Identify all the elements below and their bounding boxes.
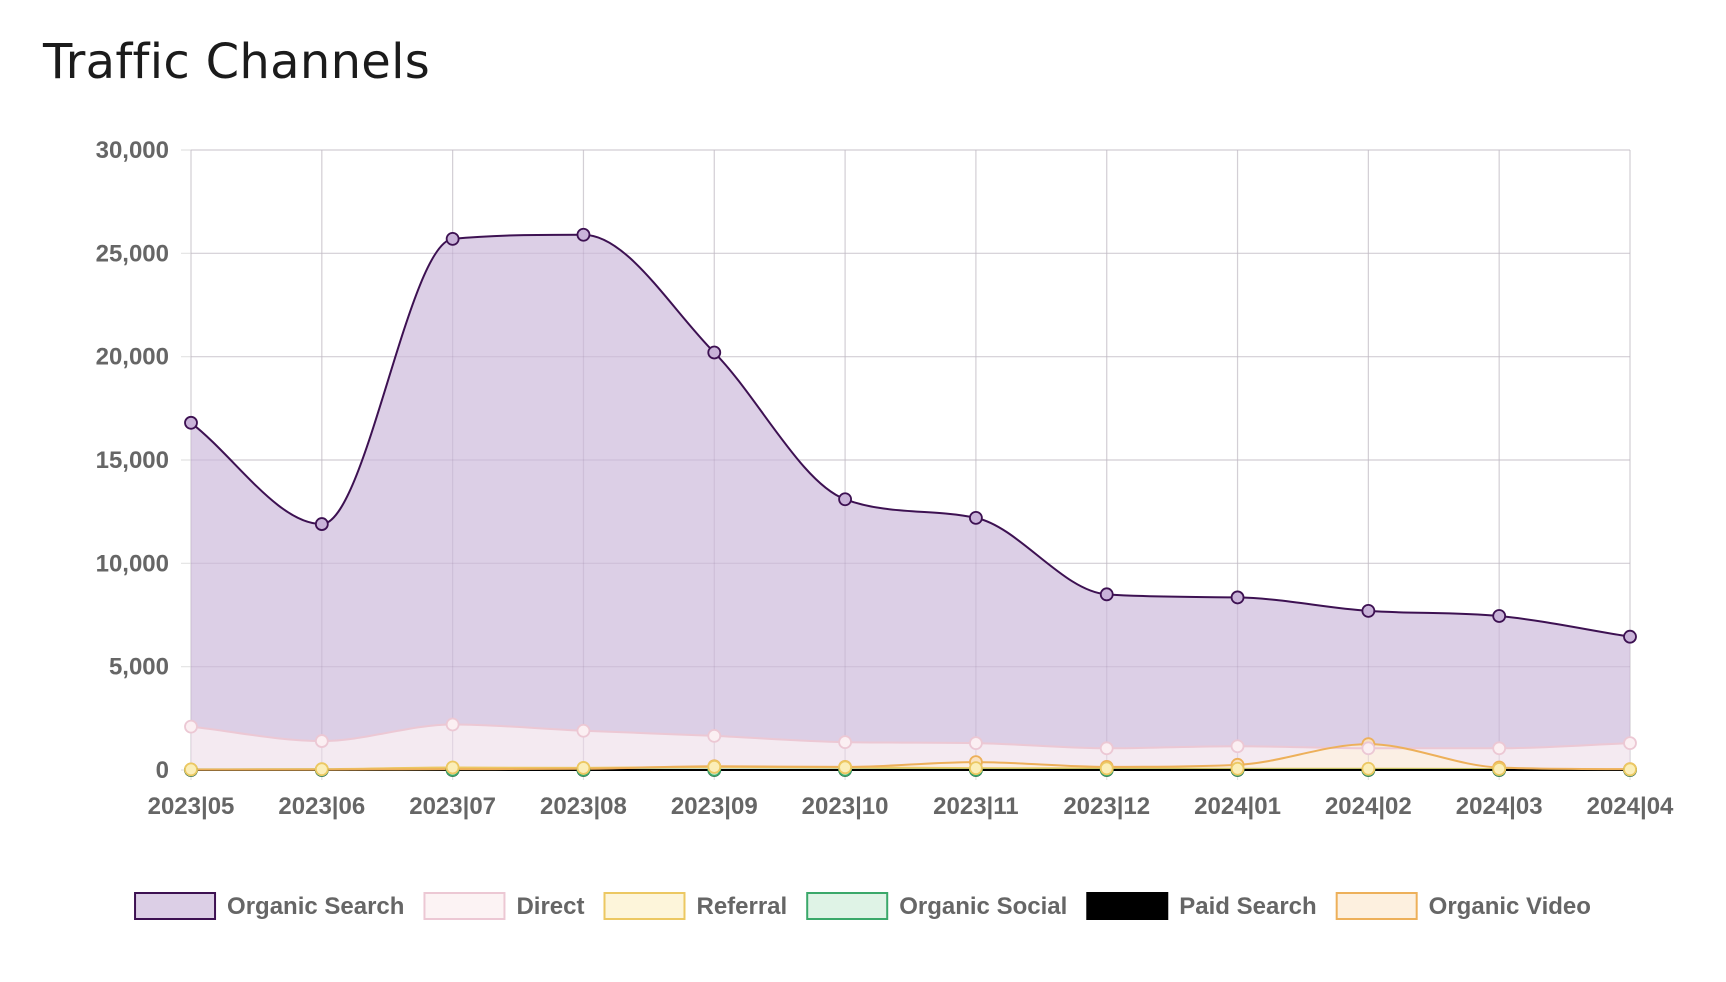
y-tick-label: 30,000 — [96, 137, 169, 164]
direct-point[interactable] — [1099, 741, 1114, 756]
x-tick-label: 2024|01 — [1194, 793, 1281, 820]
x-tick-label: 2023|12 — [1063, 793, 1150, 820]
referral-point[interactable] — [314, 762, 329, 777]
legend-item-organic-social[interactable]: Organic Social — [806, 892, 1067, 920]
series-points — [184, 227, 1637, 777]
x-tick-label: 2023|07 — [409, 793, 496, 820]
direct-point[interactable] — [1623, 736, 1637, 751]
legend-swatch — [806, 892, 889, 920]
x-tick-label: 2023|09 — [671, 793, 758, 820]
organic-search-point[interactable] — [445, 231, 460, 246]
x-tick-label: 2023|10 — [802, 793, 889, 820]
grid-overlay — [190, 149, 1631, 771]
referral-point[interactable] — [707, 760, 722, 774]
organic-video-area — [191, 744, 1630, 770]
organic-search-point[interactable] — [1361, 603, 1376, 618]
y-tick-label: 10,000 — [96, 550, 169, 577]
x-tick-label: 2024|02 — [1325, 793, 1412, 820]
direct-point[interactable] — [1230, 739, 1245, 754]
organic-search-point[interactable] — [184, 415, 198, 430]
organic-search-point[interactable] — [1099, 587, 1114, 602]
direct-line — [190, 723, 1631, 750]
referral-point[interactable] — [445, 760, 460, 775]
legend-swatch — [1086, 892, 1169, 920]
referral-line — [190, 765, 1631, 771]
direct-point[interactable] — [838, 735, 852, 749]
referral-point[interactable] — [184, 762, 198, 777]
direct-point[interactable] — [1361, 741, 1376, 756]
x-tick-label: 2023|06 — [278, 793, 365, 820]
organic-search-point[interactable] — [1492, 609, 1507, 623]
y-tick-label: 5,000 — [109, 654, 169, 681]
organic-search-point[interactable] — [1230, 590, 1245, 605]
series-areas — [190, 149, 1631, 771]
organic-search-area — [191, 234, 1630, 770]
legend-swatch — [134, 892, 217, 920]
axis-labels: 0 5,000 10,000 15,000 20,000 25,000 30,000 2023… — [96, 137, 1674, 820]
chart-title: Traffic Channels — [43, 34, 431, 90]
organic-video-line — [191, 743, 1631, 771]
legend-label: Referral — [696, 893, 787, 920]
referral-point[interactable] — [1492, 762, 1507, 776]
x-tick-label: 2024|04 — [1587, 793, 1674, 820]
y-tick-label: 25,000 — [96, 240, 169, 267]
direct-point[interactable] — [707, 729, 722, 743]
x-tick-label: 2024|03 — [1456, 793, 1543, 820]
organic-search-point[interactable] — [969, 510, 983, 525]
legend-item-paid-search[interactable]: Paid Search — [1086, 892, 1317, 920]
legend-label: Organic Social — [899, 893, 1067, 920]
direct-point[interactable] — [576, 723, 591, 738]
direct-point[interactable] — [1492, 741, 1507, 756]
referral-point[interactable] — [838, 760, 852, 775]
y-tick-label: 0 — [156, 757, 169, 784]
organic-search-point[interactable] — [314, 517, 329, 531]
legend-label: Direct — [516, 893, 584, 920]
legend-swatch — [423, 892, 506, 920]
legend-item-referral[interactable]: Referral — [603, 892, 787, 920]
legend-label: Organic Video — [1429, 893, 1591, 920]
legend-swatch — [603, 892, 686, 920]
direct-point[interactable] — [184, 719, 198, 734]
referral-point[interactable] — [1099, 761, 1114, 776]
direct-point[interactable] — [314, 734, 329, 748]
referral-point[interactable] — [969, 761, 983, 776]
organic-search-point[interactable] — [707, 345, 722, 360]
x-tick-label: 2023|11 — [933, 793, 1018, 820]
direct-point[interactable] — [445, 717, 460, 732]
y-tick-label: 15,000 — [96, 447, 169, 474]
referral-point[interactable] — [1230, 761, 1245, 776]
x-tick-label: 2023|08 — [540, 793, 627, 820]
referral-point[interactable] — [1623, 762, 1637, 777]
legend-item-organic-search[interactable]: Organic Search — [134, 892, 404, 920]
legend-swatch — [1335, 892, 1418, 920]
organic-search-point[interactable] — [576, 227, 591, 242]
legend-item-organic-video[interactable]: Organic Video — [1335, 892, 1591, 920]
y-tick-label: 20,000 — [96, 344, 169, 371]
direct-area — [191, 724, 1630, 770]
organic-search-point[interactable] — [1623, 629, 1637, 644]
legend-label: Paid Search — [1179, 893, 1316, 920]
referral-point[interactable] — [1361, 761, 1376, 776]
referral-point[interactable] — [576, 761, 591, 775]
legend[interactable]: Organic Search Direct Referral Organic Soci… — [134, 892, 1591, 920]
direct-point[interactable] — [969, 736, 983, 751]
legend-label: Organic Search — [227, 893, 404, 920]
x-tick-label: 2023|05 — [148, 793, 235, 820]
legend-item-direct[interactable]: Direct — [423, 892, 584, 920]
organic-search-point[interactable] — [838, 492, 852, 507]
